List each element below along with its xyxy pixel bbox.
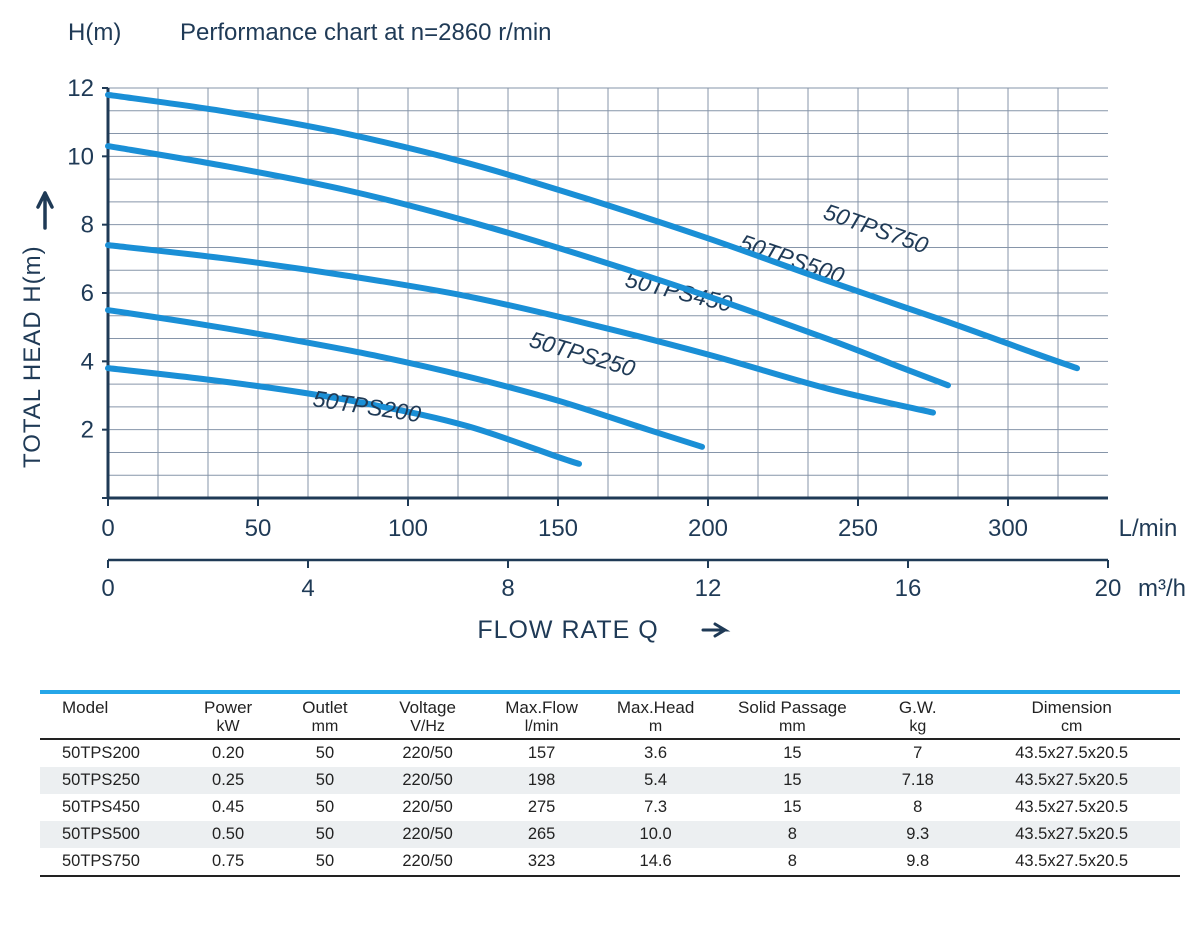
- table-cell: 265: [485, 821, 599, 848]
- table-body: 50TPS2000.2050220/501573.615743.5x27.5x2…: [40, 740, 1180, 875]
- table-cell: 7.18: [872, 767, 963, 794]
- svg-text:8: 8: [81, 212, 94, 239]
- svg-text:12: 12: [67, 75, 94, 102]
- table-cell: 5.4: [599, 767, 713, 794]
- table-cell: 275: [485, 794, 599, 821]
- table-cell: 0.50: [177, 821, 280, 848]
- table-cell: 50: [279, 794, 370, 821]
- table-cell: 8: [872, 794, 963, 821]
- col-header: G.W.kg: [872, 694, 963, 738]
- table-row: 50TPS5000.5050220/5026510.089.343.5x27.5…: [40, 821, 1180, 848]
- table-cell: 220/50: [371, 740, 485, 767]
- svg-text:m³/h: m³/h: [1138, 575, 1186, 602]
- table-bottom-rule: [40, 875, 1180, 877]
- spec-table-wrap: ModelPowerkWOutletmmVoltageV/HzMax.Flowl…: [0, 690, 1200, 877]
- svg-text:Performance chart at n=2860 r/: Performance chart at n=2860 r/min: [180, 19, 552, 46]
- spec-table: ModelPowerkWOutletmmVoltageV/HzMax.Flowl…: [40, 694, 1180, 875]
- svg-text:20: 20: [1095, 575, 1122, 602]
- table-cell: 15: [713, 740, 873, 767]
- table-row: 50TPS2000.2050220/501573.615743.5x27.5x2…: [40, 740, 1180, 767]
- table-cell: 0.25: [177, 767, 280, 794]
- svg-text:200: 200: [688, 515, 728, 542]
- col-header: Solid Passagemm: [713, 694, 873, 738]
- table-cell: 50TPS450: [40, 794, 177, 821]
- svg-text:8: 8: [501, 575, 514, 602]
- table-cell: 10.0: [599, 821, 713, 848]
- svg-text:2: 2: [81, 417, 94, 444]
- table-row: 50TPS2500.2550220/501985.4157.1843.5x27.…: [40, 767, 1180, 794]
- svg-text:H(m): H(m): [68, 19, 121, 46]
- table-cell: 7: [872, 740, 963, 767]
- table-cell: 8: [713, 848, 873, 875]
- col-header: Outletmm: [279, 694, 370, 738]
- table-cell: 0.75: [177, 848, 280, 875]
- table-head: ModelPowerkWOutletmmVoltageV/HzMax.Flowl…: [40, 694, 1180, 740]
- table-cell: 7.3: [599, 794, 713, 821]
- table-cell: 220/50: [371, 794, 485, 821]
- table-cell: 0.45: [177, 794, 280, 821]
- svg-text:TOTAL HEAD H(m): TOTAL HEAD H(m): [19, 245, 46, 468]
- svg-text:100: 100: [388, 515, 428, 542]
- table-cell: 50TPS250: [40, 767, 177, 794]
- svg-text:50TPS750: 50TPS750: [820, 198, 931, 258]
- table-cell: 43.5x27.5x20.5: [963, 794, 1180, 821]
- svg-text:0: 0: [101, 575, 114, 602]
- table-cell: 157: [485, 740, 599, 767]
- table-cell: 50TPS500: [40, 821, 177, 848]
- table-cell: 50: [279, 848, 370, 875]
- svg-text:FLOW RATE Q: FLOW RATE Q: [477, 616, 658, 644]
- table-cell: 43.5x27.5x20.5: [963, 740, 1180, 767]
- svg-text:12: 12: [695, 575, 722, 602]
- table-row: 50TPS7500.7550220/5032314.689.843.5x27.5…: [40, 848, 1180, 875]
- table-row: 50TPS4500.4550220/502757.315843.5x27.5x2…: [40, 794, 1180, 821]
- col-header: Dimensioncm: [963, 694, 1180, 738]
- table-cell: 14.6: [599, 848, 713, 875]
- svg-text:6: 6: [81, 280, 94, 307]
- table-cell: 43.5x27.5x20.5: [963, 767, 1180, 794]
- svg-text:4: 4: [81, 348, 94, 375]
- table-cell: 50: [279, 821, 370, 848]
- svg-text:0: 0: [101, 515, 114, 542]
- col-header: PowerkW: [177, 694, 280, 738]
- svg-text:250: 250: [838, 515, 878, 542]
- table-cell: 50TPS750: [40, 848, 177, 875]
- svg-text:50TPS200: 50TPS200: [311, 385, 423, 427]
- table-cell: 43.5x27.5x20.5: [963, 848, 1180, 875]
- table-cell: 15: [713, 767, 873, 794]
- svg-text:16: 16: [895, 575, 922, 602]
- table-cell: 50: [279, 740, 370, 767]
- table-cell: 43.5x27.5x20.5: [963, 821, 1180, 848]
- svg-text:50: 50: [245, 515, 272, 542]
- table-cell: 220/50: [371, 848, 485, 875]
- table-cell: 323: [485, 848, 599, 875]
- table-cell: 50TPS200: [40, 740, 177, 767]
- svg-text:300: 300: [988, 515, 1028, 542]
- table-cell: 15: [713, 794, 873, 821]
- table-cell: 9.3: [872, 821, 963, 848]
- table-cell: 220/50: [371, 821, 485, 848]
- table-cell: 8: [713, 821, 873, 848]
- page-root: H(m) Performance chart at n=2860 r/min TOT…: [0, 0, 1200, 928]
- table-cell: 0.20: [177, 740, 280, 767]
- table-cell: 198: [485, 767, 599, 794]
- col-header: Max.Headm: [599, 694, 713, 738]
- col-header: VoltageV/Hz: [371, 694, 485, 738]
- svg-text:4: 4: [301, 575, 314, 602]
- svg-text:150: 150: [538, 515, 578, 542]
- col-header: Max.Flowl/min: [485, 694, 599, 738]
- svg-text:10: 10: [67, 143, 94, 170]
- svg-text:L/min: L/min: [1119, 515, 1178, 542]
- performance-chart: H(m) Performance chart at n=2860 r/min TOT…: [0, 0, 1200, 690]
- table-cell: 3.6: [599, 740, 713, 767]
- col-header: Model: [40, 694, 177, 738]
- table-cell: 9.8: [872, 848, 963, 875]
- table-cell: 220/50: [371, 767, 485, 794]
- table-cell: 50: [279, 767, 370, 794]
